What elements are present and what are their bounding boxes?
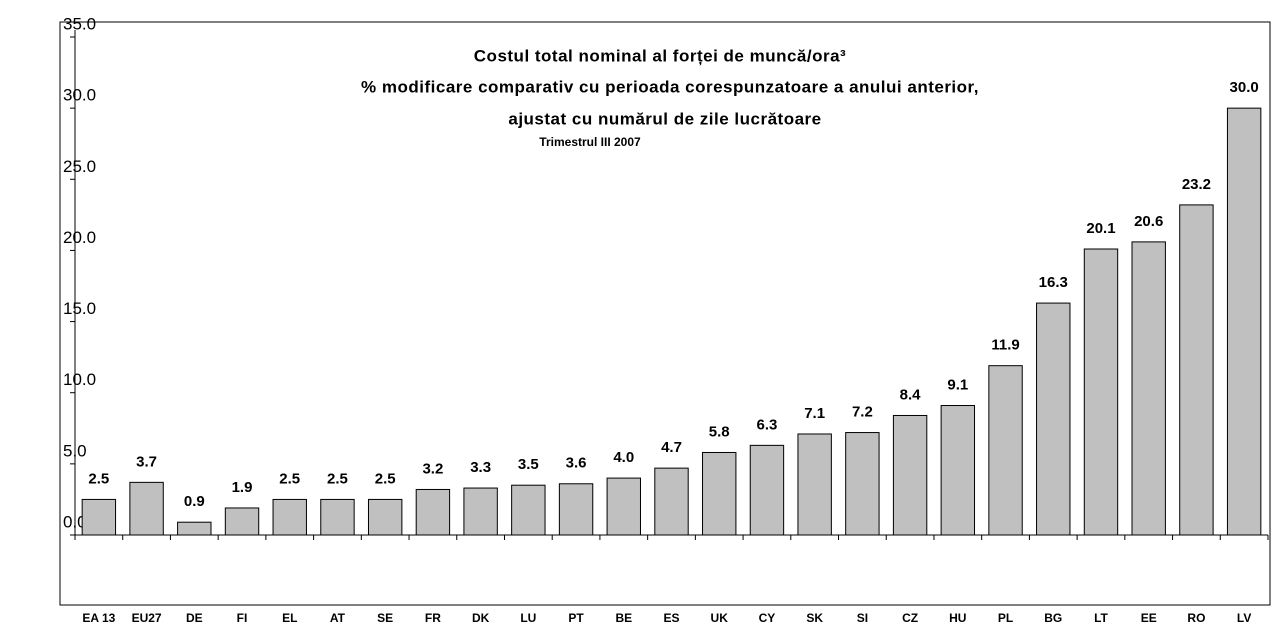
x-tick-label: LU <box>520 611 536 625</box>
x-tick-label: SE <box>377 611 393 625</box>
x-tick-label: SI <box>857 611 868 625</box>
data-label: 4.0 <box>613 449 634 466</box>
chart-frame <box>59 21 1271 606</box>
x-tick-label: DE <box>186 611 203 625</box>
chart-title: Costul total nominal al forței de muncă/… <box>474 46 846 65</box>
bar <box>558 483 594 536</box>
x-tick-label: PT <box>568 611 584 625</box>
y-tick-label: 20.0 <box>63 228 96 247</box>
bar <box>654 467 689 536</box>
x-tick-label: SK <box>806 611 823 625</box>
data-label: 3.3 <box>470 459 491 476</box>
bar <box>272 498 307 536</box>
bar <box>606 477 641 536</box>
data-label: 20.6 <box>1134 213 1163 230</box>
data-label: 4.7 <box>661 439 682 456</box>
x-tick-label: HU <box>949 611 966 625</box>
chart-title: ajustat cu numărul de zile lucrătoare <box>508 109 821 128</box>
data-label: 8.4 <box>900 386 922 403</box>
x-tick-label: BE <box>615 611 632 625</box>
x-tick-label: LT <box>1094 611 1108 625</box>
x-tick-label: DK <box>472 611 490 625</box>
bar <box>81 498 117 536</box>
bar <box>177 521 212 536</box>
x-tick-label: PL <box>998 611 1013 625</box>
x-tick-label: AT <box>330 611 346 625</box>
chart-subtitle: Trimestrul III 2007 <box>539 135 641 149</box>
chart-title: % modificare comparativ cu perioada core… <box>361 77 979 96</box>
x-tick-label: CY <box>759 611 776 625</box>
data-label: 2.5 <box>88 470 109 487</box>
x-tick-label: RO <box>1187 611 1205 625</box>
data-label: 3.5 <box>518 456 539 473</box>
bar <box>367 498 403 536</box>
x-tick-label: EA 13 <box>82 611 115 625</box>
data-label: 3.2 <box>422 460 443 477</box>
data-label: 6.3 <box>757 416 778 433</box>
bar <box>511 484 546 536</box>
data-label: 3.6 <box>566 455 587 472</box>
bar <box>320 498 355 536</box>
bar <box>129 481 164 536</box>
x-tick-label: EL <box>282 611 297 625</box>
bar <box>702 451 737 536</box>
bar <box>1179 204 1214 536</box>
y-tick-label: 15.0 <box>63 299 96 318</box>
y-tick-label: 25.0 <box>63 157 96 176</box>
bar <box>1083 248 1119 536</box>
bar <box>1226 107 1262 536</box>
bar <box>940 405 976 536</box>
data-label: 7.1 <box>804 405 825 422</box>
bar <box>892 414 928 536</box>
bar <box>845 432 880 536</box>
x-tick-label: EE <box>1141 611 1157 625</box>
bar <box>1131 241 1166 536</box>
data-label: 5.8 <box>709 423 730 440</box>
y-tick-label: 10.0 <box>63 370 96 389</box>
x-tick-label: ES <box>663 611 679 625</box>
x-tick-label: FR <box>425 611 441 625</box>
bar <box>463 487 498 536</box>
bar <box>224 507 260 536</box>
y-tick-label: 35.0 <box>63 14 96 33</box>
data-label: 30.0 <box>1230 79 1259 96</box>
y-tick-label: 30.0 <box>63 86 96 105</box>
bar <box>749 444 785 536</box>
data-label: 9.1 <box>947 376 968 393</box>
bar <box>797 433 832 536</box>
x-tick-label: CZ <box>902 611 918 625</box>
x-tick-label: UK <box>711 611 729 625</box>
x-tick-label: EU27 <box>132 611 162 625</box>
data-label: 2.5 <box>279 470 300 487</box>
data-label: 3.7 <box>136 453 157 470</box>
bar <box>988 365 1023 536</box>
data-label: 2.5 <box>327 470 348 487</box>
data-label: 16.3 <box>1039 274 1068 291</box>
data-label: 23.2 <box>1182 176 1211 193</box>
x-tick-label: FI <box>237 611 248 625</box>
data-label: 7.2 <box>852 404 873 421</box>
y-tick-label: 5.0 <box>63 441 87 460</box>
data-label: 20.1 <box>1086 220 1115 237</box>
data-label: 2.5 <box>375 470 396 487</box>
data-label: 0.9 <box>184 493 205 510</box>
y-tick-label: 0.0 <box>63 512 87 531</box>
bar <box>415 488 451 536</box>
data-label: 11.9 <box>991 337 1019 354</box>
data-label: 1.9 <box>232 479 253 496</box>
bar <box>1036 302 1071 536</box>
x-tick-label: LV <box>1237 611 1251 625</box>
x-tick-label: BG <box>1044 611 1062 625</box>
